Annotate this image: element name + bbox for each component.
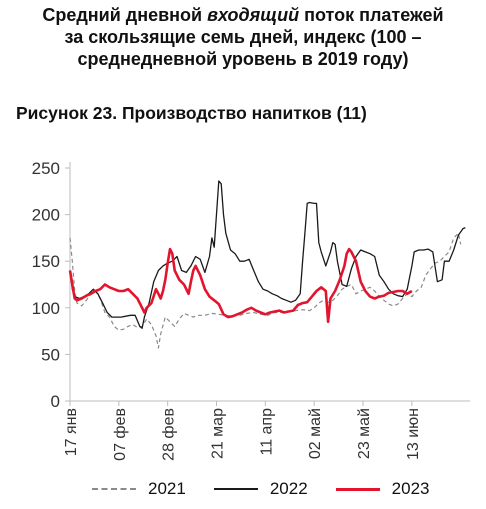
legend-swatch-2023 (335, 487, 380, 491)
legend-swatch-2021 (92, 488, 136, 490)
chart-legend: 2021 2022 2023 (92, 479, 457, 499)
figure-caption: Рисунок 23. Производство напитков (11) (16, 103, 367, 123)
x-tick-label-1: 07 фев (112, 408, 129, 461)
series-line-2021 (69, 232, 462, 349)
legend-label-2023: 2023 (391, 479, 430, 498)
y-tick-label-50: 50 (41, 345, 60, 364)
chart-title: Средний дневной входящий поток платежей … (0, 4, 486, 70)
x-tick-label-2: 28 фев (161, 408, 178, 461)
legend-item-2021: 2021 (92, 479, 186, 499)
series-line-2023 (68, 247, 413, 324)
title-line-1: Средний дневной входящий поток платежей (0, 4, 486, 26)
title-text-part1: Средний дневной (42, 5, 208, 25)
y-tick-label-250: 250 (32, 159, 60, 178)
legend-label-2022: 2022 (269, 479, 308, 498)
legend-item-2022: 2022 (213, 479, 308, 499)
y-tick-label-100: 100 (32, 299, 60, 318)
title-text-italic: входящий (207, 5, 300, 25)
x-tick-label-7: 13 июн (405, 408, 422, 460)
x-tick-label-5: 02 май (307, 408, 324, 459)
x-tick-label-0: 17 янв (63, 408, 80, 456)
x-tick-label-3: 21 мар (210, 408, 227, 459)
legend-swatch-2022 (213, 488, 258, 490)
series-line-2022 (69, 180, 466, 329)
title-line-3: среднедневной уровень в 2019 году) (77, 49, 409, 69)
title-line-2: за скользящие семь дней, индекс (100 – (64, 27, 422, 47)
x-tick-label-6: 23 май (356, 408, 373, 459)
title-text-part2: поток платежей (299, 5, 444, 25)
y-tick-label-200: 200 (32, 206, 60, 225)
y-tick-label-150: 150 (32, 252, 60, 271)
x-tick-label-4: 11 апр (258, 408, 275, 456)
legend-label-2021: 2021 (148, 479, 186, 498)
y-tick-label-0: 0 (51, 392, 60, 411)
legend-item-2023: 2023 (335, 479, 430, 499)
